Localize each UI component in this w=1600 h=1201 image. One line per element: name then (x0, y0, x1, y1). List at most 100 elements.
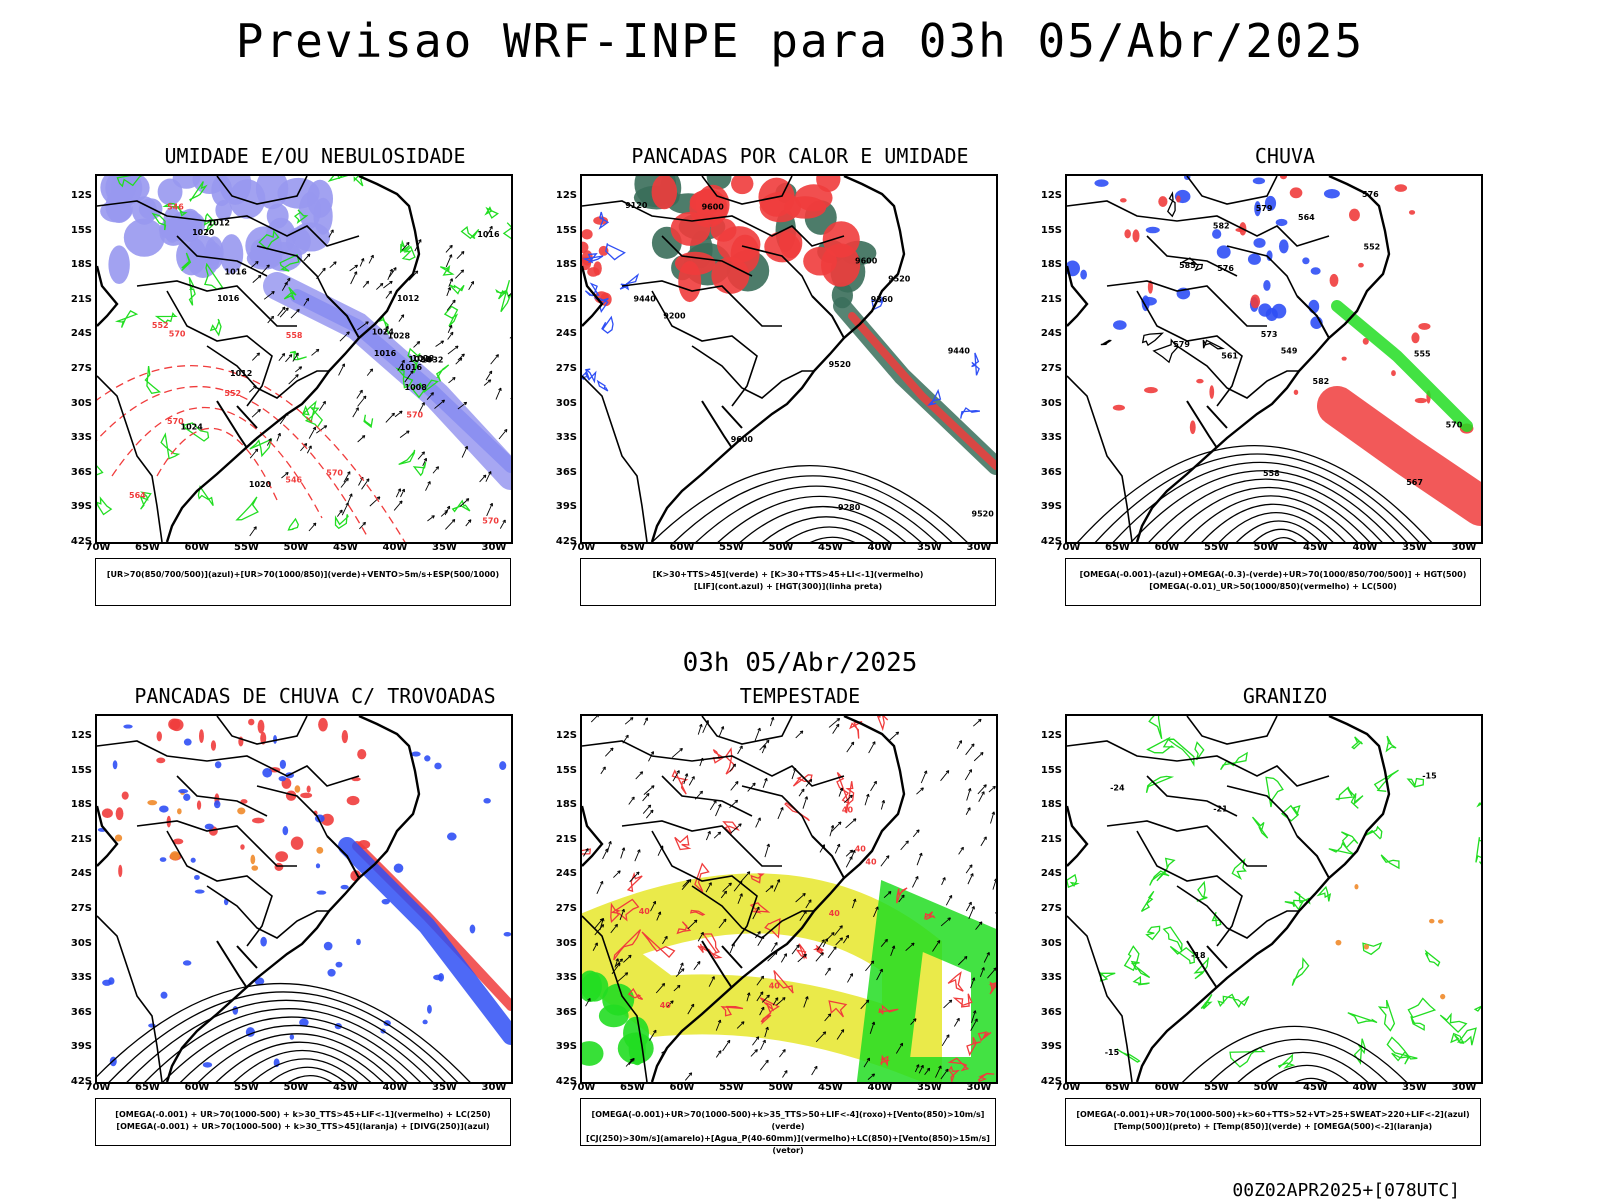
storm-red-area (157, 731, 162, 741)
contour-label: 546 (285, 476, 302, 485)
wind-vector (778, 807, 783, 819)
wind-vector (289, 375, 299, 385)
panel-legend: [OMEGA(-0.001)+UR>70(1000-500)+k>35_TTS>… (580, 1098, 996, 1146)
lat-tick-label: 12S (1040, 730, 1062, 741)
wind-vector (277, 433, 281, 441)
humidity-1000-850-contour (97, 498, 111, 514)
contour-label: 1016 (400, 363, 423, 372)
lat-tick-label: 12S (1040, 190, 1062, 201)
wind-vector (881, 856, 889, 867)
storm-red-area (211, 740, 216, 751)
political-border (97, 376, 162, 542)
omega-blue-area (1302, 257, 1309, 264)
omega500-orange-area (1364, 944, 1369, 950)
wind-vector (448, 325, 452, 333)
lifted-index-contour (961, 408, 980, 419)
divergence-blue-area (283, 826, 289, 835)
wind-vector (486, 371, 492, 380)
humidity-1000-850-contour (161, 434, 178, 458)
lagoon-outline (1187, 296, 1329, 448)
panel-title: CHUVA (1045, 144, 1525, 168)
omega-blue-area (1253, 238, 1265, 248)
precip-water-contour (724, 822, 738, 834)
contour-label: -24 (1110, 783, 1125, 792)
omega-blue-area (1266, 308, 1278, 321)
wind-vector (499, 429, 507, 439)
wind-vector (449, 377, 456, 383)
divergence-blue-area (424, 755, 430, 761)
wind-vector (341, 478, 348, 487)
hgt500-contour (1139, 488, 1435, 542)
temp850-contour (1426, 952, 1440, 966)
instability-li-area (587, 267, 599, 277)
temp850-contour (1164, 927, 1182, 950)
divergence-blue-area (324, 942, 333, 951)
contour-label: 1012 (208, 218, 230, 227)
wind-vector (357, 390, 363, 398)
wind-vector (981, 837, 986, 846)
wind-vector (510, 331, 511, 339)
hgt300-contour (648, 486, 996, 542)
omega-red-area (1294, 390, 1299, 395)
wind-vector (881, 800, 884, 809)
omega-blue-area (1146, 227, 1160, 233)
wind-vector (968, 874, 973, 885)
wind-vector (342, 503, 348, 515)
humidity-850-700-500-area (108, 245, 129, 284)
wind-vector (480, 475, 486, 482)
wind-vector (973, 719, 981, 726)
wind-vector (828, 947, 836, 958)
wind-vector (418, 452, 424, 460)
divergence-blue-area (260, 937, 267, 947)
temp850-contour (1149, 716, 1162, 739)
wind-vector (425, 481, 430, 490)
wind-vector (399, 315, 404, 322)
temp850-contour (1381, 855, 1399, 868)
wind-vector (714, 832, 721, 838)
wind-vector (966, 744, 974, 755)
contour-label: 1012 (230, 369, 252, 378)
temp850-contour (1279, 1055, 1293, 1068)
hgt500-contour (1211, 521, 1363, 542)
temp500-contour (1257, 1078, 1377, 1082)
wind-vector (414, 341, 420, 347)
instability-li-area (823, 221, 860, 257)
divergence-blue-area (280, 760, 286, 769)
hgt500-contour (1175, 504, 1399, 542)
wind-vector (360, 258, 364, 266)
humidity-1000-850-contour (462, 227, 479, 238)
wind-vector (484, 380, 491, 386)
wind-vector (448, 332, 453, 339)
contour-label: 564 (1298, 213, 1315, 222)
wind-vector (954, 1018, 959, 1026)
instability-li-area (717, 226, 760, 263)
contour-label: 1016 (217, 294, 240, 303)
legend-line: [UR>70(850/700/500)](azul)+[UR>70(1000/8… (96, 569, 510, 581)
wind-vector (605, 748, 613, 756)
wind-vector (846, 850, 852, 856)
wind-vector (685, 1073, 691, 1081)
temp850-contour (1067, 875, 1077, 887)
wind-vector (672, 748, 682, 757)
omega-red-area (1144, 387, 1158, 393)
wind-vector (319, 401, 325, 410)
omega-blue-area (1248, 254, 1261, 265)
lat-tick-label: 33S (70, 972, 92, 983)
lat-tick-label: 15S (1040, 765, 1062, 776)
wind-vector (763, 778, 767, 788)
wind-vector (779, 1049, 785, 1057)
hgt300-contour (736, 527, 948, 542)
divergence-blue-area (504, 932, 511, 937)
streamline (233, 1067, 401, 1082)
thickness-contour (97, 366, 412, 542)
political-border (1067, 741, 1329, 786)
omega-blue-area (1253, 177, 1265, 184)
panel-title: PANCADAS POR CALOR E UMIDADE (560, 144, 1040, 168)
contour-label: 1028 (408, 355, 431, 364)
wind-vector (312, 349, 319, 355)
wind-vector (601, 767, 606, 774)
panel-title: UMIDADE E/OU NEBULOSIDADE (75, 144, 555, 168)
